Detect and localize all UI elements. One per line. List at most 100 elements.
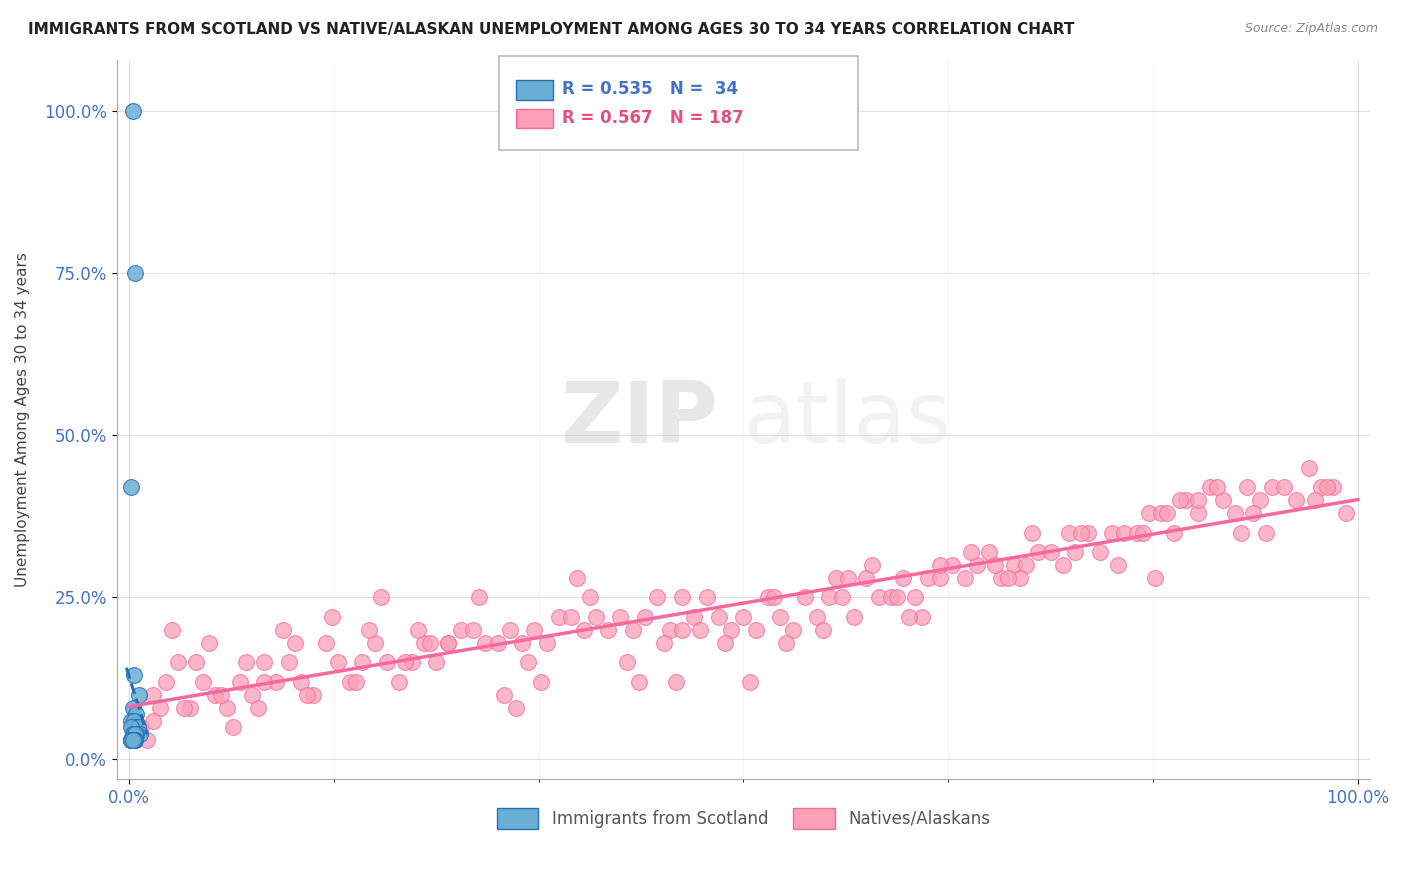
- Point: [634, 610, 657, 624]
- Point: [122, 714, 145, 728]
- Legend: Immigrants from Scotland, Natives/Alaskans: Immigrants from Scotland, Natives/Alaska…: [489, 802, 997, 835]
- Point: [763, 591, 786, 605]
- Point: [1052, 558, 1074, 572]
- Point: [120, 733, 142, 747]
- Point: [1156, 506, 1178, 520]
- Point: [831, 591, 853, 605]
- Point: [510, 636, 533, 650]
- Point: [437, 636, 460, 650]
- Point: [671, 591, 693, 605]
- Point: [806, 610, 828, 624]
- Point: [609, 610, 631, 624]
- Point: [598, 623, 620, 637]
- Point: [689, 623, 711, 637]
- Point: [1174, 493, 1197, 508]
- Point: [412, 636, 434, 650]
- Point: [1002, 558, 1025, 572]
- Point: [437, 636, 460, 650]
- Point: [738, 674, 761, 689]
- Point: [124, 733, 146, 747]
- Point: [120, 733, 142, 747]
- Point: [124, 720, 146, 734]
- Point: [671, 623, 693, 637]
- Point: [842, 610, 865, 624]
- Point: [917, 571, 939, 585]
- Point: [1272, 480, 1295, 494]
- Point: [1028, 545, 1050, 559]
- Point: [401, 655, 423, 669]
- Point: [364, 636, 387, 650]
- Point: [394, 655, 416, 669]
- Point: [824, 571, 846, 585]
- Point: [121, 720, 143, 734]
- Point: [707, 610, 730, 624]
- Point: [1249, 493, 1271, 508]
- Point: [523, 623, 546, 637]
- Point: [1125, 525, 1147, 540]
- Point: [240, 688, 263, 702]
- Point: [121, 104, 143, 119]
- Point: [167, 655, 190, 669]
- Point: [375, 655, 398, 669]
- Point: [122, 726, 145, 740]
- Point: [530, 674, 553, 689]
- Point: [124, 726, 146, 740]
- Point: [121, 733, 143, 747]
- Point: [271, 623, 294, 637]
- Point: [125, 726, 148, 740]
- Point: [321, 610, 343, 624]
- Text: ZIP: ZIP: [561, 377, 718, 461]
- Point: [1298, 461, 1320, 475]
- Point: [910, 610, 932, 624]
- Point: [125, 707, 148, 722]
- Point: [486, 636, 509, 650]
- Point: [461, 623, 484, 637]
- Y-axis label: Unemployment Among Ages 30 to 34 years: Unemployment Among Ages 30 to 34 years: [15, 252, 30, 587]
- Point: [122, 733, 145, 747]
- Point: [1015, 558, 1038, 572]
- Point: [122, 733, 145, 747]
- Point: [1334, 506, 1357, 520]
- Point: [246, 700, 269, 714]
- Point: [277, 655, 299, 669]
- Point: [756, 591, 779, 605]
- Point: [652, 636, 675, 650]
- Point: [419, 636, 441, 650]
- Point: [560, 610, 582, 624]
- Point: [929, 571, 952, 585]
- Point: [186, 655, 208, 669]
- Point: [1254, 525, 1277, 540]
- Point: [665, 674, 688, 689]
- Point: [295, 688, 318, 702]
- Point: [647, 591, 669, 605]
- Point: [326, 655, 349, 669]
- Point: [904, 591, 927, 605]
- Point: [782, 623, 804, 637]
- Point: [886, 591, 908, 605]
- Point: [775, 636, 797, 650]
- Point: [197, 636, 219, 650]
- Point: [120, 720, 142, 734]
- Point: [142, 688, 165, 702]
- Point: [1310, 480, 1333, 494]
- Point: [953, 571, 976, 585]
- Point: [1163, 525, 1185, 540]
- Point: [966, 558, 988, 572]
- Point: [536, 636, 558, 650]
- Point: [862, 558, 884, 572]
- Point: [120, 480, 142, 494]
- Point: [235, 655, 257, 669]
- Point: [517, 655, 540, 669]
- Point: [204, 688, 226, 702]
- Point: [155, 674, 177, 689]
- Point: [121, 726, 143, 740]
- Point: [121, 733, 143, 747]
- Point: [142, 714, 165, 728]
- Point: [1316, 480, 1339, 494]
- Point: [578, 591, 600, 605]
- Point: [290, 674, 312, 689]
- Point: [1199, 480, 1222, 494]
- Point: [1076, 525, 1098, 540]
- Point: [1008, 571, 1031, 585]
- Point: [1144, 571, 1167, 585]
